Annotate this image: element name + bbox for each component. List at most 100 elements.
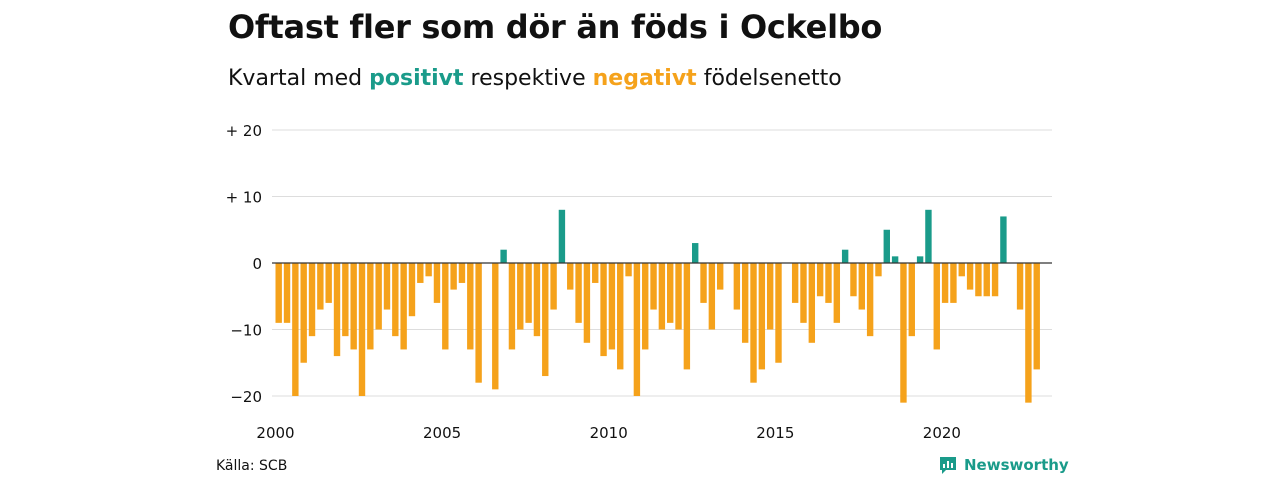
bar (400, 263, 407, 350)
bar (716, 263, 724, 290)
bar (425, 263, 432, 277)
bar (758, 263, 766, 370)
subtitle-negative-label: negativt (592, 66, 697, 91)
bar (342, 263, 349, 337)
bar (833, 263, 841, 323)
bar (683, 263, 691, 370)
bar (983, 263, 990, 297)
bar (650, 263, 657, 310)
x-tick-label: 2020 (923, 424, 961, 442)
bar (492, 263, 499, 390)
bar (525, 263, 532, 323)
newsworthy-logo-icon (940, 457, 956, 474)
bar (467, 263, 474, 350)
bar (975, 263, 982, 297)
bar (442, 263, 449, 350)
bar (916, 256, 924, 263)
x-tick-label: 2000 (256, 424, 294, 442)
x-tick-label: 2005 (423, 424, 461, 442)
bar (766, 263, 774, 330)
bar (375, 263, 382, 330)
y-tick-label: + 10 (226, 189, 262, 207)
bar (675, 263, 682, 330)
bar (567, 263, 574, 290)
bar (925, 209, 932, 263)
bar (950, 263, 957, 303)
bar (700, 263, 707, 303)
bar (542, 263, 549, 377)
bar (550, 263, 557, 310)
bar (533, 263, 541, 337)
bar (775, 263, 782, 363)
brand-logo[interactable]: Newsworthy (938, 455, 1069, 475)
subtitle-mid: respektive (463, 66, 593, 91)
subtitle-suffix: födelsenetto (696, 66, 842, 91)
bar (708, 263, 716, 330)
bar (858, 263, 865, 310)
bar (850, 263, 857, 297)
bar (908, 263, 915, 337)
bar (825, 263, 832, 303)
bar (308, 263, 316, 337)
bar (667, 263, 674, 323)
bar (392, 263, 399, 337)
bar (866, 263, 874, 337)
y-tick-label: −20 (230, 388, 262, 406)
bar (883, 229, 890, 263)
bar (1025, 263, 1032, 403)
bar (350, 263, 357, 350)
x-tick-label: 2010 (590, 424, 628, 442)
bar (300, 263, 307, 363)
bar (958, 263, 965, 277)
bar (791, 263, 799, 303)
bar (642, 263, 649, 350)
bar (891, 256, 899, 263)
bar (450, 263, 457, 290)
bar (325, 263, 332, 303)
bar (317, 263, 324, 310)
bar (275, 263, 282, 323)
bar (508, 263, 516, 350)
bar (750, 263, 757, 383)
bar (367, 263, 374, 350)
bar (733, 263, 741, 310)
bar (617, 263, 624, 370)
bar (358, 263, 366, 396)
bar (383, 263, 391, 310)
bar (1016, 263, 1024, 310)
bar (692, 243, 699, 263)
bar (633, 263, 641, 396)
bar (941, 263, 949, 303)
bar (741, 263, 749, 343)
bar (608, 263, 616, 350)
bar (816, 263, 824, 297)
bar (1033, 263, 1040, 370)
bar (808, 263, 816, 343)
bar (333, 263, 341, 357)
bar (458, 263, 466, 283)
bar (433, 263, 441, 303)
bar (283, 263, 291, 323)
brand-name: Newsworthy (964, 456, 1069, 474)
bar (933, 263, 940, 350)
bar (417, 263, 424, 283)
chart-subtitle: Kvartal med positivt respektive negativt… (228, 66, 842, 91)
bar (800, 263, 807, 323)
bar (875, 263, 882, 277)
bar (292, 263, 299, 396)
bar (991, 263, 999, 297)
bar (625, 263, 632, 277)
bar (583, 263, 591, 343)
bar (592, 263, 599, 283)
subtitle-prefix: Kvartal med (228, 66, 370, 91)
subtitle-positive-label: positivt (369, 66, 464, 91)
bar (600, 263, 607, 357)
bar (575, 263, 582, 323)
chart-title: Oftast fler som dör än föds i Ockelbo (228, 8, 883, 46)
bar (517, 263, 524, 330)
y-tick-label: −10 (230, 322, 262, 340)
bar (500, 249, 507, 263)
x-tick-label: 2015 (756, 424, 794, 442)
y-tick-label: 0 (252, 255, 262, 273)
